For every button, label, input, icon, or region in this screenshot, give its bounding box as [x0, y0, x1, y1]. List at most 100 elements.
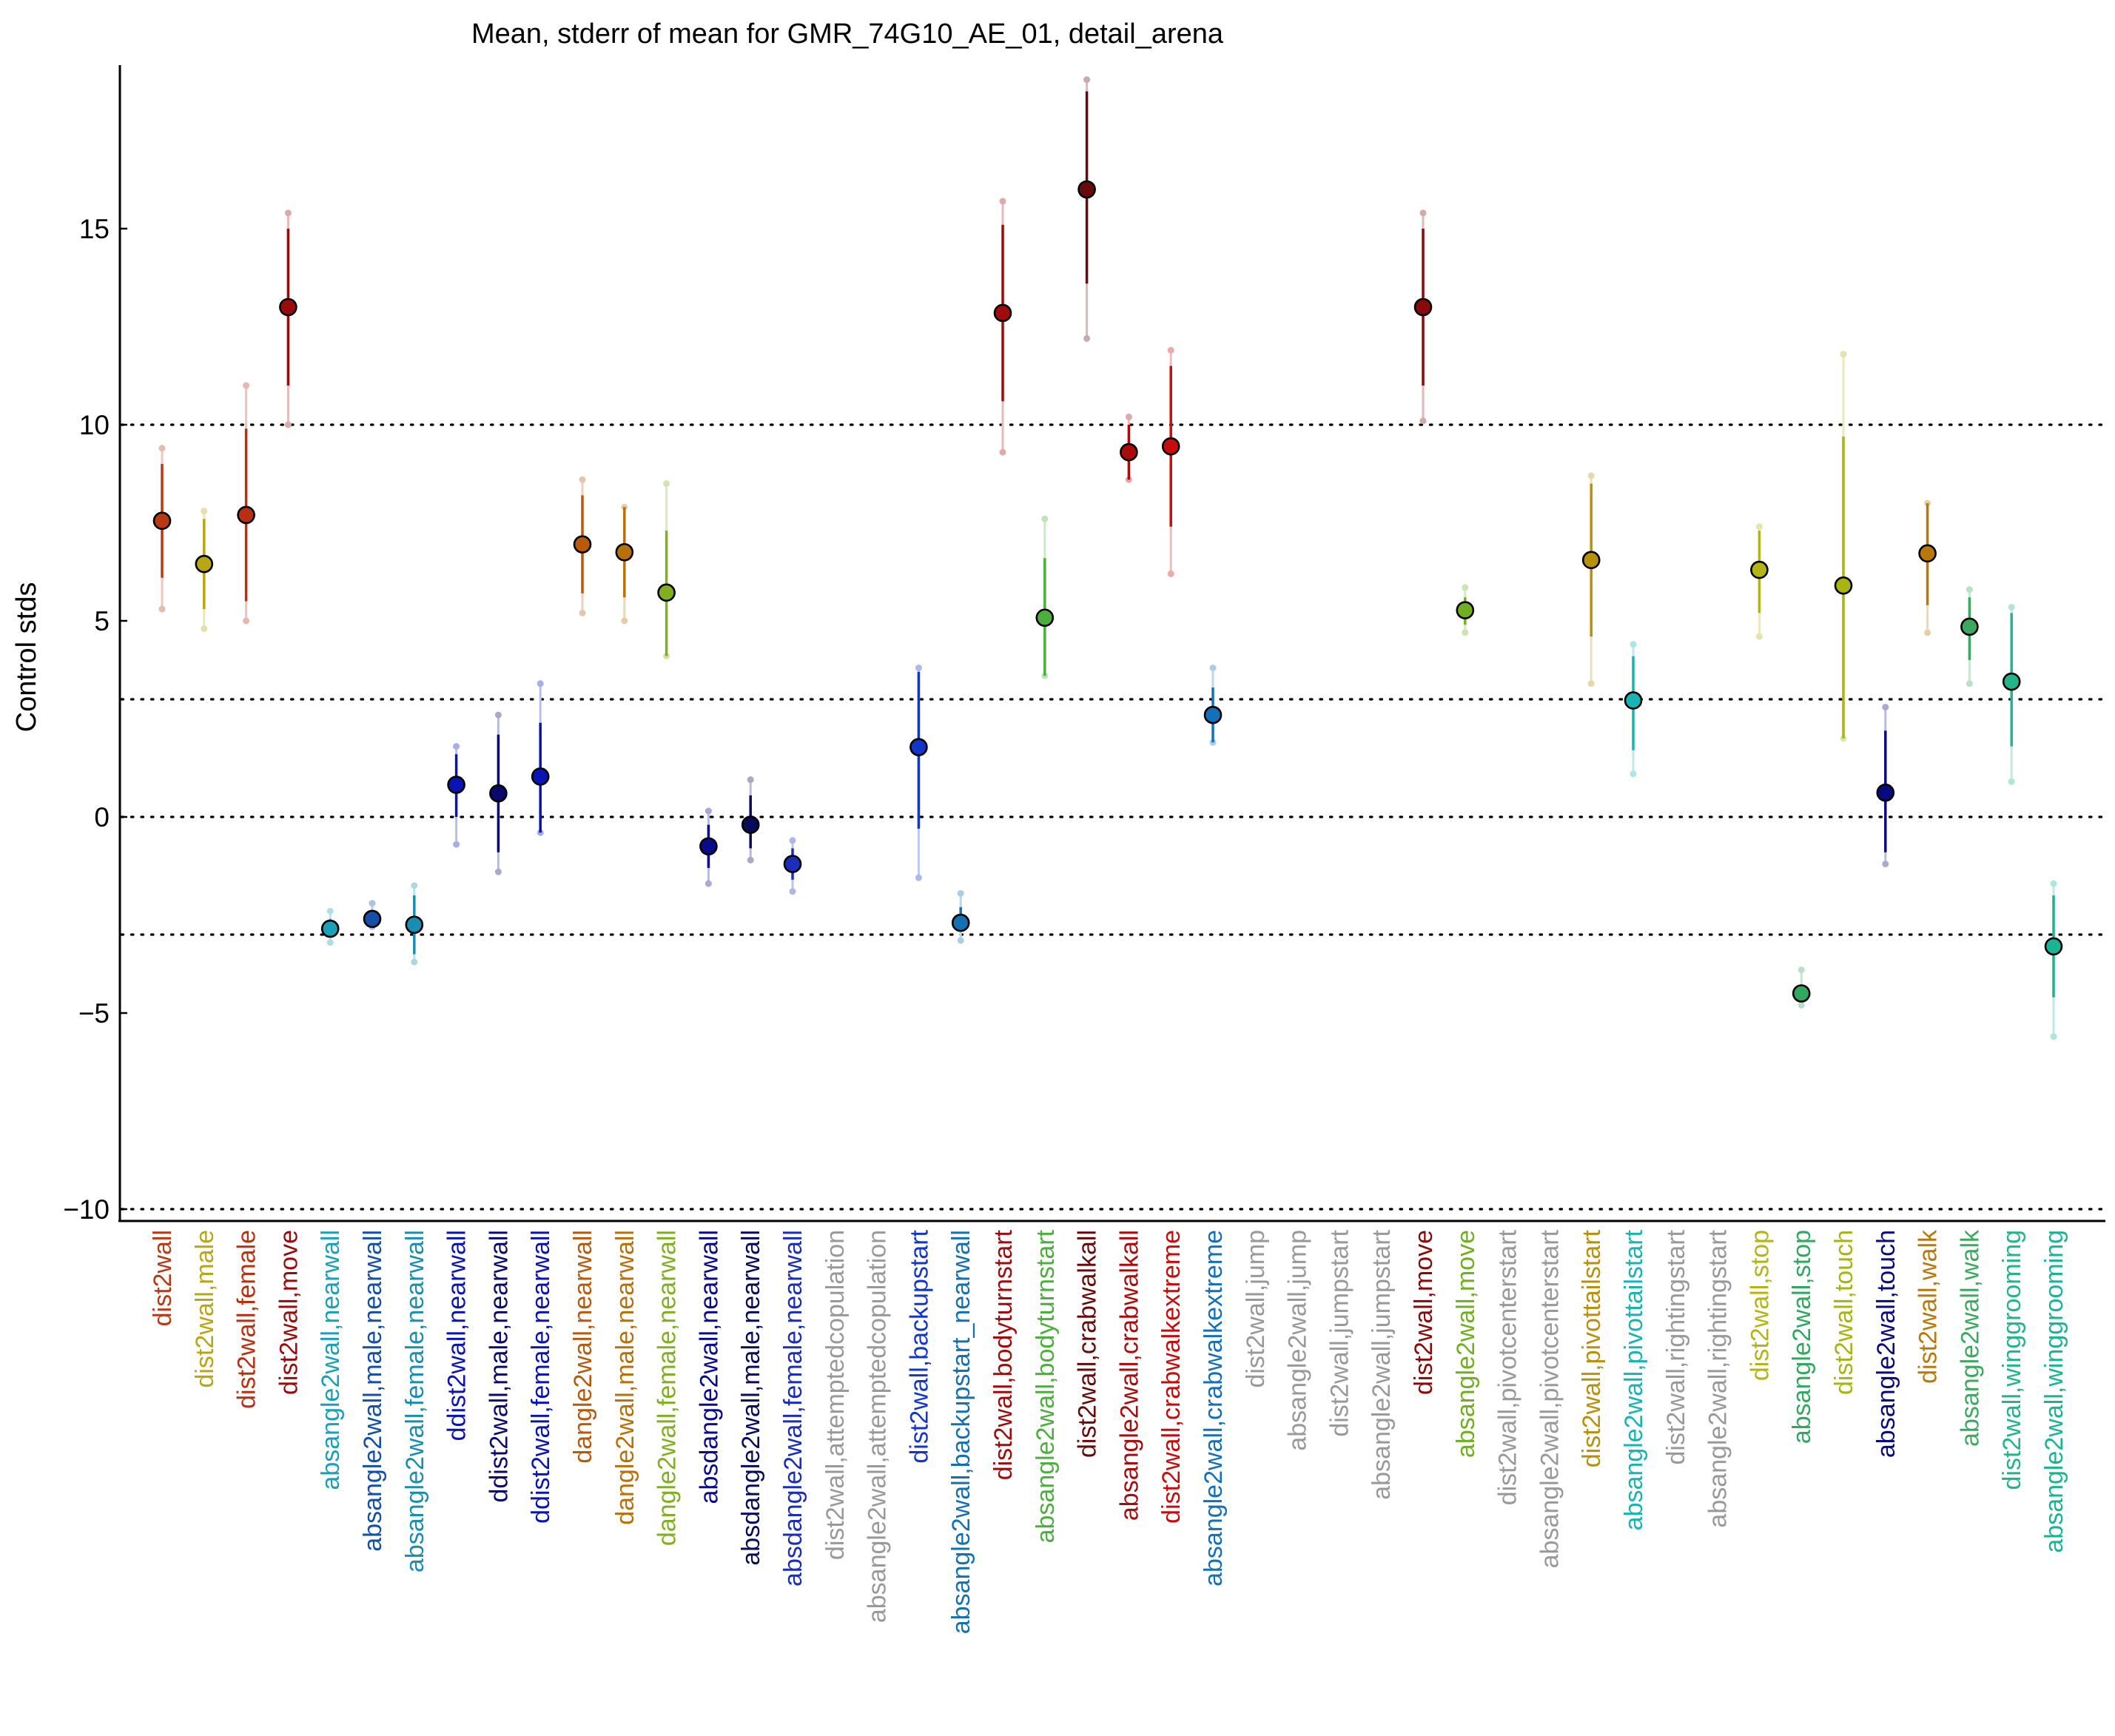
mean-point [1876, 783, 1895, 802]
range-end-dot [1755, 633, 1763, 640]
range-end-dot [1630, 641, 1637, 648]
range-end-dot [1587, 680, 1595, 687]
mean-point [1035, 608, 1055, 628]
mean-point [657, 583, 676, 602]
range-end-dot [1462, 629, 1469, 636]
chart-title: Mean, stderr of mean for GMR_74G10_AE_01… [471, 18, 1224, 50]
range-end-dot [201, 508, 208, 515]
x-tick-label: ddist2wall,female,nearwall [527, 1230, 555, 1524]
range-end-dot [1167, 570, 1174, 577]
mean-point [195, 554, 214, 573]
x-tick-label: absdangle2wall,female,nearwall [779, 1230, 807, 1587]
range-end-dot [663, 480, 670, 487]
x-tick-label: dist2wall [149, 1230, 177, 1326]
x-tick-label: absangle2wall,female,nearwall [401, 1230, 429, 1572]
range-end-dot [326, 907, 334, 915]
mean-point [152, 511, 172, 531]
x-tick-label: absangle2wall,jump [1284, 1230, 1312, 1451]
range-end-dot [158, 445, 166, 452]
y-tick-label: 10 [79, 410, 110, 440]
range-end-dot [1630, 770, 1637, 778]
mean-point [1120, 443, 1138, 462]
x-tick-label: dangle2wall,nearwall [569, 1230, 597, 1464]
mean-point [320, 919, 340, 938]
mean-point [1792, 984, 1811, 1003]
x-tick-label: dist2wall,move [275, 1230, 303, 1395]
x-tick-label: absangle2wall,backupstart_nearwall [947, 1230, 975, 1634]
range-end-dot [326, 939, 334, 946]
mean-point [1077, 180, 1096, 199]
x-tick-label: absangle2wall,rightingstart [1704, 1229, 1732, 1527]
range-end-dot [158, 605, 166, 613]
x-tick-label: dist2wall,crabwalkextreme [1157, 1230, 1186, 1524]
mean-point [615, 542, 634, 562]
range-end-dot [789, 837, 796, 844]
x-tick-label: dist2wall,jump [1242, 1230, 1270, 1388]
range-end-dot [1882, 704, 1889, 711]
mean-point [699, 837, 718, 856]
range-end-dot [747, 856, 754, 864]
range-end-dot [1924, 629, 1931, 636]
range-end-dot [1798, 966, 1805, 974]
mean-point [2002, 672, 2021, 691]
x-tick-label: absangle2wall,nearwall [317, 1230, 345, 1490]
y-axis-label: Control stds [11, 582, 42, 733]
x-tick-label: dist2wall,rightingstart [1662, 1229, 1690, 1464]
x-tick-label: dist2wall,move [1410, 1230, 1438, 1395]
range-end-dot [537, 680, 544, 687]
y-tick-label: 0 [94, 802, 110, 832]
mean-point [1203, 705, 1223, 724]
x-tick-label: absangle2wall,male,nearwall [359, 1230, 387, 1552]
x-tick-label: absangle2wall,crabwalkextreme [1200, 1230, 1228, 1587]
x-tick-label: dist2wall,touch [1830, 1230, 1858, 1395]
mean-point [447, 776, 465, 794]
range-end-dot [957, 937, 964, 944]
y-tick-label: −10 [63, 1194, 110, 1225]
mean-point [1834, 576, 1853, 595]
mean-point [573, 535, 592, 554]
mean-point [1581, 551, 1601, 570]
range-end-dot [2050, 1033, 2057, 1040]
mean-point [993, 303, 1012, 323]
x-tick-label: dist2wall,pivotcenterstart [1494, 1229, 1522, 1505]
range-end-dot [705, 807, 712, 815]
x-tick-label: absangle2wall,pivotcenterstart [1536, 1229, 1564, 1568]
range-end-dot [621, 617, 628, 625]
mean-point [1161, 437, 1180, 456]
mean-point [1624, 691, 1643, 710]
range-end-dot [453, 841, 460, 848]
x-tick-label: ddist2wall,nearwall [443, 1230, 471, 1441]
mean-point [1918, 544, 1937, 563]
x-tick-label: dist2wall,female [233, 1230, 261, 1409]
x-tick-labels: dist2wall dist2wall,male dist2wall,female d… [149, 1229, 2068, 1634]
x-tick-label: absangle2wall,attemptedcopulation [864, 1230, 892, 1623]
range-end-dot [2050, 880, 2057, 887]
range-end-dot [2008, 778, 2015, 785]
x-tick-label: absangle2wall,walk [1956, 1229, 1984, 1447]
x-tick-label: absangle2wall,touch [1872, 1230, 1900, 1458]
range-end-dot [1840, 351, 1847, 358]
mean-point [405, 915, 424, 935]
range-end-dot [1966, 586, 1973, 593]
range-end-dot [1798, 1001, 1805, 1009]
range-end-dot [411, 958, 418, 966]
x-tick-label: dangle2wall,male,nearwall [611, 1230, 639, 1525]
range-end-dot [369, 900, 376, 907]
range-end-dot [1882, 861, 1889, 868]
mean-point [1750, 560, 1769, 579]
range-end-dot [1083, 76, 1091, 84]
mean-point [489, 784, 508, 803]
range-end-dot [1083, 334, 1091, 342]
x-tick-label: dist2wall,crabwalkall [1074, 1230, 1102, 1458]
mean-point [237, 505, 255, 525]
x-tick-label: absdangle2wall,nearwall [695, 1230, 723, 1504]
range-end-dot [1587, 472, 1595, 480]
range-end-dot [1419, 417, 1427, 425]
x-tick-label: dist2wall,attemptedcopulation [821, 1230, 850, 1560]
x-tick-label: ddist2wall,male,nearwall [485, 1230, 513, 1503]
range-end-dot [284, 421, 292, 428]
range-end-dot [2008, 603, 2015, 610]
range-end-dot [999, 198, 1006, 205]
range-end-dot [579, 609, 586, 616]
